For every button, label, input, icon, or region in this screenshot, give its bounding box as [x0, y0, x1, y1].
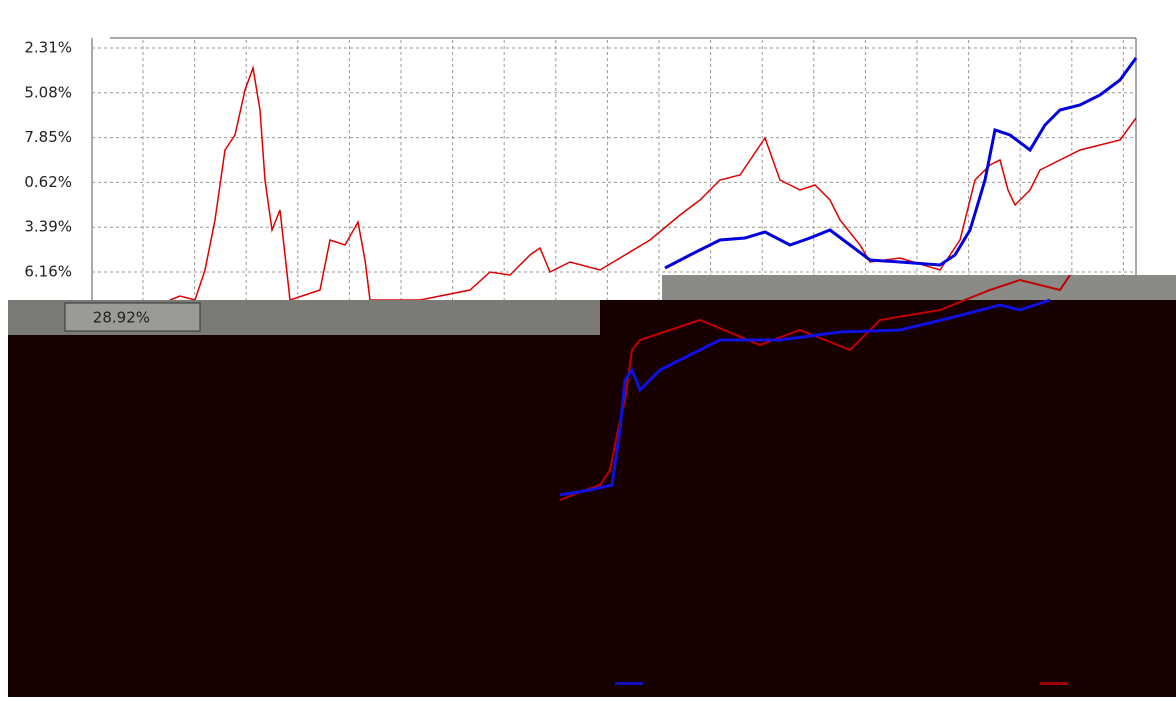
red-line-fragment [559, 274, 1071, 501]
readout-box [64, 302, 201, 332]
legend-mark [615, 682, 643, 685]
vertical-grid [142, 40, 1124, 300]
axis-label: 7.85% [24, 128, 72, 146]
readout: 28.92% [93, 309, 150, 327]
horizontal-grid [92, 47, 1136, 273]
axis-label: 0.62% [24, 173, 72, 191]
axis-labels: 2.31% 5.08% 7.85% 0.62% 3.39% 6.16% [24, 39, 72, 281]
glitch-band [662, 275, 1176, 300]
blue-line-fragment [559, 298, 1051, 497]
blue-line [664, 57, 1138, 270]
red-line [169, 65, 1137, 302]
axis-label: 3.39% [24, 218, 72, 236]
axis-label: 5.08% [24, 83, 72, 101]
plot-frame [91, 37, 1137, 300]
axis-label: 2.31% [24, 39, 72, 57]
legend-mark [1040, 682, 1068, 685]
dark-region [8, 335, 1176, 697]
axis-label: 6.16% [24, 263, 72, 281]
